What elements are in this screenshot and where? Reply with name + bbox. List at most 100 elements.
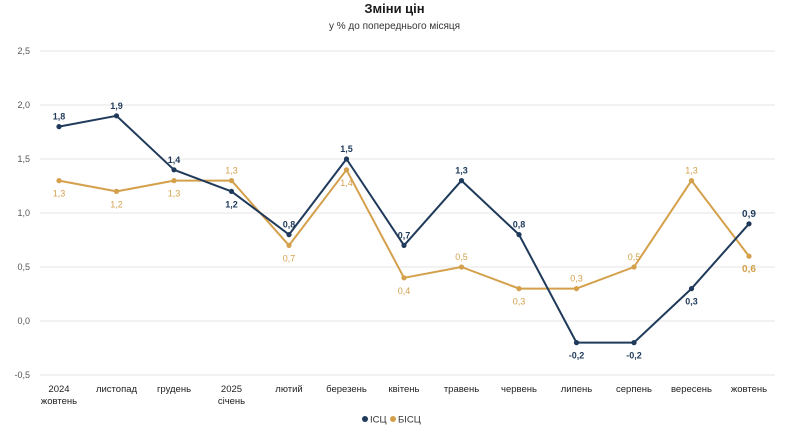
data-label: 1,3 xyxy=(53,189,66,199)
data-point xyxy=(746,253,752,259)
data-point xyxy=(458,178,465,184)
data-point xyxy=(746,221,752,227)
series-line xyxy=(58,114,750,344)
data-label: 0,8 xyxy=(283,220,296,230)
data-label: 0,7 xyxy=(398,230,411,240)
x-tick-label: 2024 жовтень xyxy=(41,384,77,407)
data-label: 1,2 xyxy=(225,199,238,209)
series-layer: 1,8 1,9 1,4 1,2 0,8 1,5 0,7 1,3 0,8 -0,2 -0,2 0,3 0,… xyxy=(53,101,757,361)
data-point xyxy=(56,124,62,130)
data-label: 0,6 xyxy=(742,264,756,275)
data-point xyxy=(631,264,637,270)
data-label: 0,5 xyxy=(628,252,641,262)
data-label: 0,8 xyxy=(513,220,526,230)
chart-subtitle: у % до попереднього місяця xyxy=(329,21,460,32)
chart-title: Зміни цін xyxy=(364,1,424,16)
data-point xyxy=(171,178,177,184)
data-label: 0,3 xyxy=(513,297,526,307)
data-label: 1,3 xyxy=(455,166,468,176)
x-tick-label: липень xyxy=(561,384,593,395)
data-label: 1,8 xyxy=(53,112,66,122)
data-point xyxy=(56,178,62,184)
legend-label: ІСЦ xyxy=(370,415,387,426)
x-tick-label: 2025 січень xyxy=(218,384,245,407)
data-label: 1,3 xyxy=(685,166,698,176)
data-point xyxy=(573,340,580,346)
data-label: 1,3 xyxy=(168,189,181,199)
x-tick-label: лютий xyxy=(275,384,302,395)
data-point xyxy=(631,340,637,346)
data-point xyxy=(688,178,695,184)
x-tick-label: жовтень xyxy=(731,384,767,395)
labels-bicc: 1,3 1,2 1,3 1,3 0,7 1,4 0,4 0,5 0,3 0,3 0,5 1,3 0,6 xyxy=(53,166,757,307)
data-point xyxy=(113,113,120,119)
labels-icc: 1,8 1,9 1,4 1,2 0,8 1,5 0,7 1,3 0,8 -0,2 -0,2 0,3 0,… xyxy=(53,101,757,361)
data-point xyxy=(343,156,350,162)
data-point xyxy=(573,286,580,292)
legend-marker-icon xyxy=(390,416,396,422)
data-label: 1,2 xyxy=(110,199,123,209)
y-axis: -0,5 0,0 0,5 1,0 1,5 2,0 2,5 xyxy=(14,46,30,380)
x-tick-label: листопад xyxy=(96,384,138,395)
x-tick-label: грудень xyxy=(157,384,191,395)
data-label: 0,3 xyxy=(685,297,698,307)
series-bicc xyxy=(56,167,752,292)
data-point xyxy=(113,188,120,194)
data-point xyxy=(401,242,407,248)
x-tick-line: квітень xyxy=(388,384,419,395)
legend-label: БІСЦ xyxy=(398,415,421,426)
x-tick-line: березень xyxy=(326,384,367,395)
series-line xyxy=(58,168,750,290)
y-tick-label: 2,0 xyxy=(17,100,30,110)
x-tick-line: липень xyxy=(561,384,593,395)
data-point xyxy=(171,167,177,173)
y-tick-label: -0,5 xyxy=(14,370,30,380)
y-tick-label: 0,5 xyxy=(17,262,30,272)
x-tick-line: січень xyxy=(218,396,245,407)
legend-marker-icon xyxy=(362,416,368,422)
legend-item-bicc: БІСЦ xyxy=(390,415,421,426)
x-tick-line: 2024 xyxy=(48,384,69,395)
x-tick-label: травень xyxy=(444,384,479,395)
data-label: 1,3 xyxy=(225,166,238,176)
data-label: 1,5 xyxy=(340,144,353,154)
grid-lines xyxy=(40,50,775,376)
x-tick-line: грудень xyxy=(157,384,191,395)
x-tick-label: червень xyxy=(501,384,537,395)
x-tick-line: 2025 xyxy=(221,384,242,395)
data-label: -0,2 xyxy=(569,351,585,361)
data-point xyxy=(688,286,695,292)
series-icc xyxy=(56,113,752,346)
data-label: 0,5 xyxy=(455,252,468,262)
data-point xyxy=(458,264,465,270)
x-tick-label: серпень xyxy=(616,384,652,395)
data-label: 1,4 xyxy=(340,178,353,188)
x-tick-line: жовтень xyxy=(41,396,77,407)
y-tick-label: 1,0 xyxy=(17,208,30,218)
x-tick-line: червень xyxy=(501,384,537,395)
y-tick-label: 0,0 xyxy=(17,316,30,326)
x-tick-label: квітень xyxy=(388,384,419,395)
x-tick-line: серпень xyxy=(616,384,652,395)
data-point xyxy=(228,188,235,194)
x-tick-label: вересень xyxy=(671,384,712,395)
x-tick-line: травень xyxy=(444,384,479,395)
data-label: 0,4 xyxy=(398,286,411,296)
data-point xyxy=(401,275,407,281)
y-tick-label: 1,5 xyxy=(17,154,30,164)
data-point xyxy=(228,178,235,184)
data-label: 0,3 xyxy=(570,274,583,284)
data-label: -0,2 xyxy=(626,351,642,361)
x-tick-line: лютий xyxy=(275,384,302,395)
y-tick-label: 2,5 xyxy=(17,46,30,56)
data-point xyxy=(286,242,292,248)
legend-item-icc: ІСЦ xyxy=(362,415,387,426)
data-point xyxy=(286,232,292,238)
x-tick-line: вересень xyxy=(671,384,712,395)
x-tick-label: березень xyxy=(326,384,367,395)
data-point xyxy=(516,286,522,292)
data-label: 0,7 xyxy=(283,253,296,263)
data-label: 1,4 xyxy=(168,155,181,165)
